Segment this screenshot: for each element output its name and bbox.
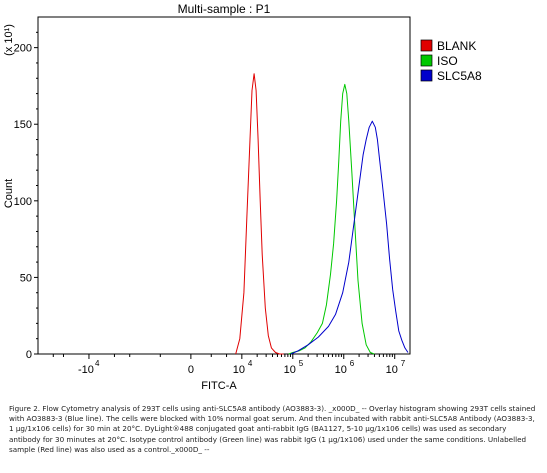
legend-swatch-blank — [420, 39, 433, 52]
x-tick-exponent: 6 — [350, 359, 355, 368]
flow-cytometry-chart: Multi-sample : P1 (x 10¹) Count 0 50 100 150 20… — [3, 2, 482, 392]
x-tick-exponent: 5 — [299, 359, 304, 368]
series-line-slc5a8 — [290, 120, 409, 355]
series-line-blank — [235, 73, 284, 355]
y-tick-label: 150 — [14, 119, 32, 131]
legend-swatch-iso — [420, 54, 433, 67]
x-tick-label: -10 — [78, 364, 94, 376]
x-tick-label: 10 — [386, 364, 398, 376]
y-tick-label: 100 — [14, 196, 32, 208]
legend-label-iso: ISO — [437, 54, 458, 68]
y-tick-label: 50 — [20, 272, 32, 284]
y-tick-label: 0 — [26, 349, 32, 361]
chart-title: Multi-sample : P1 — [178, 2, 271, 16]
legend-label-blank: BLANK — [437, 39, 476, 53]
x-tick-label: 0 — [188, 364, 194, 376]
legend-label-slc5a8: SLC5A8 — [437, 69, 482, 83]
x-axis-label: FITC-A — [201, 380, 237, 392]
series-line-iso — [288, 83, 375, 355]
x-tick-exponent: 4 — [248, 359, 253, 368]
y-multiplier-label: (x 10¹) — [3, 24, 15, 56]
y-axis-label: Count — [3, 179, 15, 208]
x-tick-label: 10 — [233, 364, 245, 376]
legend-swatch-slc5a8 — [420, 69, 433, 82]
figure-caption: Figure 2. Flow Cytometry analysis of 293… — [9, 404, 536, 454]
x-tick-label: 10 — [335, 364, 347, 376]
x-tick-exponent: 7 — [401, 359, 406, 368]
y-tick-label: 200 — [14, 43, 32, 55]
x-tick-exponent: 4 — [95, 359, 100, 368]
chart-svg: Multi-sample : P1(x 10¹)Count05010015020… — [3, 2, 482, 392]
plot-frame — [37, 16, 411, 355]
x-tick-label: 10 — [284, 364, 296, 376]
